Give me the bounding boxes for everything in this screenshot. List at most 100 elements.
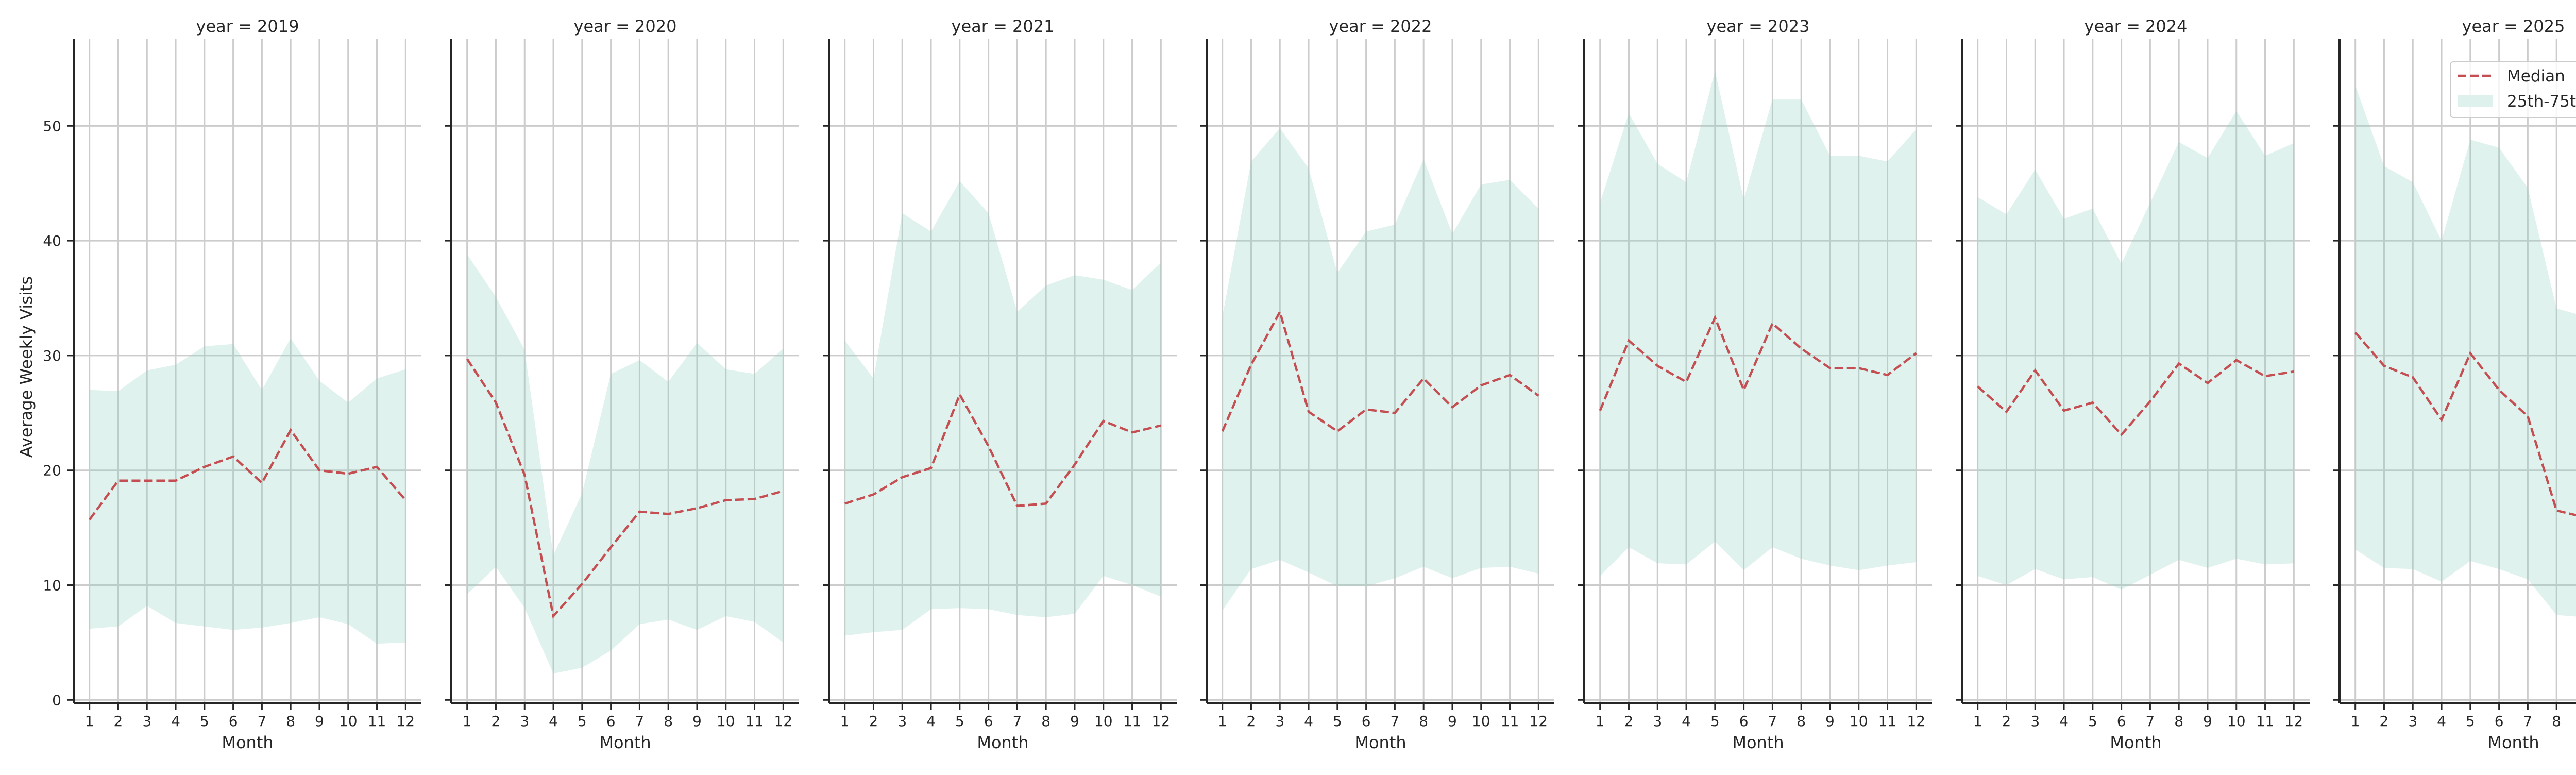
x-tick-label: 2 (1624, 713, 1634, 730)
x-tick-label: 6 (2495, 713, 2504, 730)
x-tick-label: 10 (1472, 713, 1490, 730)
x-tick-label: 3 (1275, 713, 1284, 730)
x-tick-label: 5 (2088, 713, 2097, 730)
x-tick-label: 1 (2351, 713, 2360, 730)
y-tick-label: 0 (52, 692, 61, 709)
x-tick-label: 7 (2145, 713, 2155, 730)
legend-band-label: 25th-75th Percentile (2507, 92, 2576, 111)
x-tick-label: 1 (1218, 713, 1227, 730)
x-tick-label: 5 (1333, 713, 1342, 730)
x-tick-label: 6 (2117, 713, 2126, 730)
x-tick-label: 12 (396, 713, 415, 730)
x-axis-label: Month (599, 733, 651, 752)
x-tick-label: 4 (1682, 713, 1691, 730)
x-tick-label: 11 (1123, 713, 1142, 730)
x-tick-label: 9 (692, 713, 702, 730)
x-tick-label: 4 (2059, 713, 2069, 730)
percentile-band (845, 181, 1161, 635)
x-tick-label: 11 (2256, 713, 2275, 730)
percentile-band (467, 255, 784, 673)
y-tick-label: 20 (43, 462, 61, 479)
percentile-band (90, 339, 406, 644)
x-tick-label: 10 (1094, 713, 1113, 730)
facet-title: year = 2022 (1329, 16, 1432, 36)
x-tick-label: 12 (1529, 713, 1548, 730)
facet-title: year = 2024 (2084, 16, 2188, 36)
y-tick-label: 10 (43, 577, 61, 594)
x-axis-label: Month (1354, 733, 1406, 752)
y-axis-label: Average Weekly Visits (16, 276, 36, 458)
x-tick-label: 2 (492, 713, 501, 730)
x-tick-label: 3 (520, 713, 529, 730)
x-tick-label: 10 (339, 713, 358, 730)
x-tick-label: 5 (578, 713, 587, 730)
x-axis-label: Month (2487, 733, 2539, 752)
x-tick-label: 7 (1012, 713, 1022, 730)
x-tick-label: 11 (1878, 713, 1897, 730)
x-tick-label: 10 (1850, 713, 1868, 730)
x-tick-label: 6 (1739, 713, 1749, 730)
y-tick-label: 30 (43, 347, 61, 364)
x-tick-label: 1 (840, 713, 850, 730)
x-tick-label: 11 (745, 713, 764, 730)
x-tick-label: 4 (549, 713, 558, 730)
y-tick-label: 50 (43, 117, 61, 134)
facet-title: year = 2021 (952, 16, 1055, 36)
x-tick-label: 4 (171, 713, 180, 730)
x-tick-label: 1 (1596, 713, 1605, 730)
x-tick-label: 3 (897, 713, 907, 730)
x-tick-label: 2 (869, 713, 878, 730)
percentile-band (1978, 111, 2294, 589)
facet-title: year = 2025 (2462, 16, 2565, 36)
x-tick-label: 8 (1419, 713, 1428, 730)
x-tick-label: 11 (368, 713, 386, 730)
x-axis-label: Month (2110, 733, 2161, 752)
facet-title: year = 2020 (574, 16, 677, 36)
x-tick-label: 5 (200, 713, 209, 730)
x-tick-label: 9 (1448, 713, 1457, 730)
y-tick-label: 40 (43, 232, 61, 249)
x-tick-label: 9 (2203, 713, 2212, 730)
x-tick-label: 9 (1070, 713, 1079, 730)
x-tick-label: 4 (1304, 713, 1313, 730)
x-tick-label: 1 (85, 713, 94, 730)
x-axis-label: Month (222, 733, 273, 752)
percentile-band (2355, 86, 2576, 617)
x-tick-label: 8 (2552, 713, 2561, 730)
x-tick-label: 1 (463, 713, 472, 730)
x-tick-label: 10 (2227, 713, 2246, 730)
x-tick-label: 12 (1907, 713, 1925, 730)
x-tick-label: 12 (1151, 713, 1170, 730)
x-tick-label: 2 (2002, 713, 2011, 730)
x-tick-label: 9 (1825, 713, 1835, 730)
x-tick-label: 10 (717, 713, 735, 730)
x-tick-label: 7 (1390, 713, 1399, 730)
facet-title: year = 2019 (196, 16, 299, 36)
legend: Median 25th-75th Percentile (2450, 62, 2576, 117)
x-tick-label: 3 (142, 713, 151, 730)
x-tick-label: 6 (984, 713, 993, 730)
x-tick-label: 8 (1041, 713, 1050, 730)
x-tick-label: 5 (1710, 713, 1720, 730)
x-tick-label: 2 (1247, 713, 1256, 730)
x-tick-label: 5 (955, 713, 964, 730)
x-tick-label: 3 (2030, 713, 2040, 730)
x-tick-label: 6 (229, 713, 238, 730)
x-tick-label: 3 (2408, 713, 2417, 730)
x-tick-label: 5 (2466, 713, 2475, 730)
legend-band-swatch (2458, 95, 2493, 107)
x-tick-label: 8 (286, 713, 295, 730)
x-tick-label: 4 (2437, 713, 2446, 730)
percentile-band (1223, 128, 1539, 611)
facet-title: year = 2023 (1707, 16, 1810, 36)
x-tick-label: 7 (1768, 713, 1777, 730)
x-tick-label: 1 (1973, 713, 1982, 730)
x-tick-label: 7 (257, 713, 266, 730)
x-tick-label: 8 (2174, 713, 2183, 730)
